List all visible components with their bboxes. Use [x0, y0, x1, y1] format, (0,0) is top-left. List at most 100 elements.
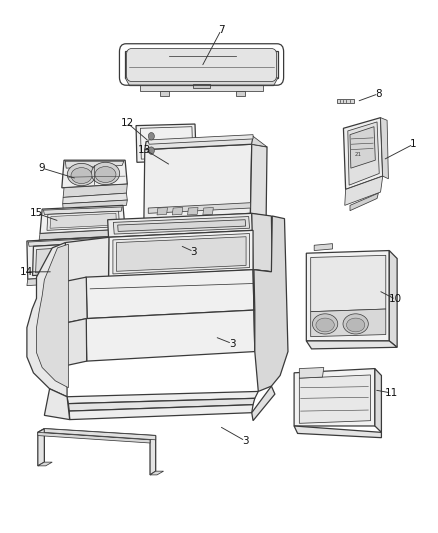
Polygon shape — [69, 405, 253, 419]
Polygon shape — [86, 310, 255, 361]
Text: 7: 7 — [218, 25, 225, 35]
Polygon shape — [62, 160, 127, 188]
Polygon shape — [160, 91, 169, 96]
Polygon shape — [63, 200, 127, 209]
Text: 1: 1 — [410, 139, 417, 149]
Polygon shape — [148, 203, 251, 213]
Polygon shape — [32, 241, 126, 276]
Polygon shape — [141, 83, 263, 91]
Ellipse shape — [316, 318, 334, 332]
Text: 15: 15 — [30, 208, 43, 219]
Polygon shape — [113, 216, 250, 234]
Polygon shape — [150, 435, 155, 475]
Polygon shape — [117, 237, 246, 271]
Ellipse shape — [346, 318, 365, 332]
Polygon shape — [63, 193, 127, 204]
Polygon shape — [251, 144, 267, 216]
Polygon shape — [150, 471, 163, 475]
Polygon shape — [187, 207, 198, 215]
Circle shape — [148, 147, 154, 155]
Polygon shape — [306, 341, 397, 349]
Polygon shape — [193, 84, 210, 88]
Text: 13: 13 — [138, 144, 152, 155]
Polygon shape — [311, 309, 386, 337]
Polygon shape — [108, 213, 253, 237]
Text: 14: 14 — [19, 267, 33, 277]
Polygon shape — [38, 462, 52, 466]
Polygon shape — [43, 207, 122, 214]
Polygon shape — [47, 211, 120, 230]
Polygon shape — [113, 233, 250, 274]
Polygon shape — [40, 205, 125, 233]
Ellipse shape — [91, 163, 120, 184]
Polygon shape — [254, 216, 288, 391]
Polygon shape — [350, 193, 378, 211]
Polygon shape — [38, 432, 150, 443]
Polygon shape — [254, 310, 275, 354]
Text: 8: 8 — [375, 88, 381, 99]
Polygon shape — [253, 270, 274, 313]
Polygon shape — [39, 229, 125, 240]
Polygon shape — [145, 136, 253, 150]
Polygon shape — [350, 127, 375, 168]
Polygon shape — [63, 184, 127, 197]
Polygon shape — [65, 277, 87, 323]
Polygon shape — [314, 244, 332, 251]
Polygon shape — [44, 389, 70, 419]
Polygon shape — [311, 255, 386, 312]
Polygon shape — [35, 244, 123, 273]
Polygon shape — [36, 244, 68, 387]
Polygon shape — [65, 237, 109, 281]
Polygon shape — [38, 429, 44, 466]
Polygon shape — [27, 243, 67, 397]
Polygon shape — [294, 368, 375, 426]
Polygon shape — [381, 118, 389, 179]
Polygon shape — [27, 236, 132, 279]
Polygon shape — [65, 161, 124, 168]
Text: 9: 9 — [39, 163, 46, 173]
Text: 3: 3 — [242, 436, 248, 446]
Polygon shape — [343, 118, 383, 189]
Polygon shape — [345, 176, 383, 205]
Polygon shape — [252, 136, 267, 147]
Polygon shape — [348, 122, 379, 185]
Polygon shape — [157, 207, 167, 215]
Polygon shape — [68, 398, 255, 411]
Polygon shape — [44, 429, 155, 440]
Ellipse shape — [312, 314, 338, 334]
Text: 11: 11 — [385, 388, 398, 398]
Circle shape — [148, 133, 154, 140]
Ellipse shape — [71, 167, 92, 183]
Polygon shape — [294, 426, 381, 438]
Text: 12: 12 — [121, 118, 134, 128]
Polygon shape — [118, 220, 246, 231]
Polygon shape — [203, 207, 213, 215]
Polygon shape — [67, 391, 258, 403]
Ellipse shape — [67, 164, 95, 185]
Polygon shape — [299, 368, 324, 378]
Polygon shape — [125, 51, 278, 78]
Polygon shape — [306, 251, 389, 341]
Polygon shape — [144, 144, 252, 220]
Polygon shape — [109, 230, 253, 277]
Text: 10: 10 — [389, 294, 403, 304]
Polygon shape — [237, 91, 245, 96]
Text: 3: 3 — [229, 338, 235, 349]
Ellipse shape — [95, 166, 116, 182]
Polygon shape — [389, 251, 397, 348]
Polygon shape — [299, 375, 371, 423]
Polygon shape — [66, 319, 87, 366]
FancyBboxPatch shape — [127, 49, 277, 82]
Polygon shape — [28, 237, 128, 246]
Polygon shape — [27, 273, 132, 286]
Polygon shape — [50, 213, 117, 228]
Polygon shape — [337, 99, 354, 103]
Polygon shape — [86, 270, 254, 319]
Ellipse shape — [343, 314, 368, 334]
Polygon shape — [148, 135, 253, 144]
Text: 21: 21 — [354, 152, 361, 157]
Text: 3: 3 — [191, 247, 197, 256]
Polygon shape — [172, 207, 183, 215]
Polygon shape — [38, 429, 155, 440]
Polygon shape — [375, 368, 381, 432]
